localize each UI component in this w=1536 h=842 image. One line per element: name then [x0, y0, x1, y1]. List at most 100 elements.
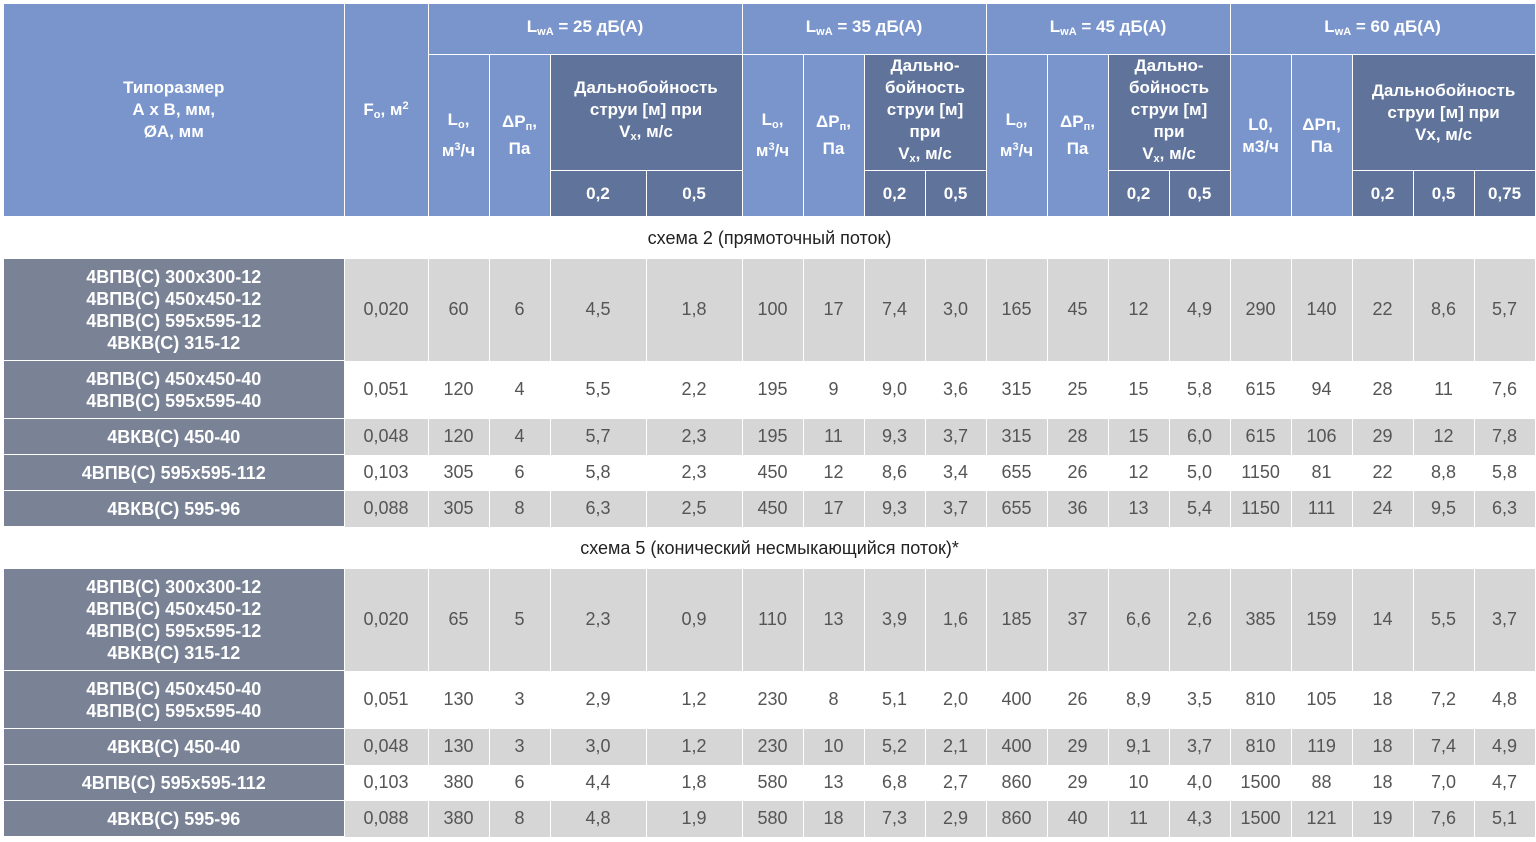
value-cell: 0,103: [344, 764, 429, 801]
header-speed: 0,2: [550, 170, 647, 217]
header-fo: Fo, м2: [344, 4, 429, 217]
header-lo: Lo, м3/ч: [742, 54, 804, 217]
value-cell: 1,6: [925, 569, 987, 671]
value-cell: 7,8: [1474, 418, 1536, 455]
value-cell: 5,2: [864, 728, 926, 765]
value-cell: 2,0: [925, 670, 987, 729]
header-speed: 0,5: [646, 170, 743, 217]
header-group-60: LwA = 60 дБ(А): [1230, 4, 1536, 55]
value-cell: 111: [1291, 490, 1353, 527]
value-cell: 4,4: [550, 764, 647, 801]
table-row: 4ВКВ(С) 450-40 0,048 120 4 5,7 2,3 195 11 9,3 3,7…: [4, 418, 1536, 455]
value-cell: 2,3: [646, 454, 743, 491]
value-cell: 4,0: [1169, 764, 1231, 801]
value-cell: 9: [803, 360, 865, 419]
model-name: 4ВКВ(С) 450-40: [107, 736, 241, 757]
value-cell: 5,1: [864, 670, 926, 729]
value-cell: 6,3: [1474, 490, 1536, 527]
value-cell: 8: [489, 490, 551, 527]
value-cell: 655: [986, 454, 1048, 491]
value-cell: 400: [986, 670, 1048, 729]
value-cell: 10: [1108, 764, 1170, 801]
value-cell: 5,8: [550, 454, 647, 491]
header-group-25: LwA = 25 дБ(А): [428, 4, 743, 55]
value-cell: 1150: [1230, 454, 1292, 491]
value-cell: 13: [1108, 490, 1170, 527]
value-cell: 5: [489, 569, 551, 671]
value-cell: 5,7: [1474, 259, 1536, 361]
value-cell: 195: [742, 418, 804, 455]
value-cell: 8,9: [1108, 670, 1170, 729]
value-cell: 8,8: [1413, 454, 1475, 491]
value-cell: 3: [489, 670, 551, 729]
value-cell: 4: [489, 418, 551, 455]
model-name: 4ВПВ(С) 595х595-40: [86, 700, 262, 721]
model-cell: 4ВПВ(С) 300х300-12 4ВПВ(С) 450х450-12 4ВПВ…: [4, 259, 345, 361]
value-cell: 5,4: [1169, 490, 1231, 527]
value-cell: 36: [1047, 490, 1109, 527]
table-row: 4ВПВ(С) 300х300-12 4ВПВ(С) 450х450-12 4ВПВ…: [4, 569, 1536, 671]
value-cell: 12: [1108, 259, 1170, 361]
value-cell: 2,7: [925, 764, 987, 801]
model-cell: 4ВПВ(С) 450х450-40 4ВПВ(С) 595х595-40: [4, 670, 345, 729]
value-cell: 24: [1352, 490, 1414, 527]
value-cell: 7,6: [1474, 360, 1536, 419]
value-cell: 6,6: [1108, 569, 1170, 671]
value-cell: 385: [1230, 569, 1292, 671]
value-cell: 380: [428, 800, 490, 837]
model-name: 4ВКВ(С) 595-96: [107, 498, 241, 519]
header-range: Дальнобойность струи [м] при Vx, м/с: [1352, 54, 1536, 171]
value-cell: 9,3: [864, 418, 926, 455]
value-cell: 4,3: [1169, 800, 1231, 837]
value-cell: 230: [742, 728, 804, 765]
value-cell: 6,0: [1169, 418, 1231, 455]
value-cell: 29: [1352, 418, 1414, 455]
model-cell: 4ВПВ(С) 300х300-12 4ВПВ(С) 450х450-12 4ВПВ…: [4, 569, 345, 671]
value-cell: 4,8: [550, 800, 647, 837]
value-cell: 6: [489, 454, 551, 491]
value-cell: 94: [1291, 360, 1353, 419]
value-cell: 1500: [1230, 764, 1292, 801]
value-cell: 81: [1291, 454, 1353, 491]
value-cell: 12: [1108, 454, 1170, 491]
value-cell: 15: [1108, 360, 1170, 419]
value-cell: 5,5: [1413, 569, 1475, 671]
value-cell: 25: [1047, 360, 1109, 419]
value-cell: 60: [428, 259, 490, 361]
value-cell: 130: [428, 728, 490, 765]
model-name: 4ВКВ(С) 595-96: [107, 808, 241, 829]
value-cell: 3,0: [550, 728, 647, 765]
model-name: 4ВПВ(С) 450х450-40: [86, 368, 262, 389]
value-cell: 860: [986, 764, 1048, 801]
table-row: 4ВПВ(С) 300х300-12 4ВПВ(С) 450х450-12 4ВПВ…: [4, 259, 1536, 361]
value-cell: 120: [428, 360, 490, 419]
value-cell: 2,9: [550, 670, 647, 729]
value-cell: 0,088: [344, 800, 429, 837]
table-row: 4ВПВ(С) 450х450-40 4ВПВ(С) 595х595-40 0,05…: [4, 670, 1536, 729]
value-cell: 110: [742, 569, 804, 671]
value-cell: 7,6: [1413, 800, 1475, 837]
value-cell: 121: [1291, 800, 1353, 837]
value-cell: 28: [1047, 418, 1109, 455]
value-cell: 860: [986, 800, 1048, 837]
value-cell: 88: [1291, 764, 1353, 801]
model-name: 4ВКВ(С) 315-12: [107, 642, 241, 663]
value-cell: 2,2: [646, 360, 743, 419]
value-cell: 10: [803, 728, 865, 765]
value-cell: 305: [428, 490, 490, 527]
value-cell: 3: [489, 728, 551, 765]
value-cell: 2,3: [646, 418, 743, 455]
value-cell: 18: [1352, 764, 1414, 801]
model-name: 4ВКВ(С) 315-12: [107, 332, 241, 353]
value-cell: 159: [1291, 569, 1353, 671]
header-range: Дально- бойность струи [м] при Vx, м/с: [864, 54, 987, 171]
value-cell: 8,6: [1413, 259, 1475, 361]
value-cell: 0,048: [344, 728, 429, 765]
value-cell: 4,5: [550, 259, 647, 361]
value-cell: 130: [428, 670, 490, 729]
model-cell: 4ВПВ(С) 595х595-112: [4, 764, 345, 801]
value-cell: 4,9: [1474, 728, 1536, 765]
value-cell: 11: [1108, 800, 1170, 837]
value-cell: 0,020: [344, 569, 429, 671]
value-cell: 6,8: [864, 764, 926, 801]
